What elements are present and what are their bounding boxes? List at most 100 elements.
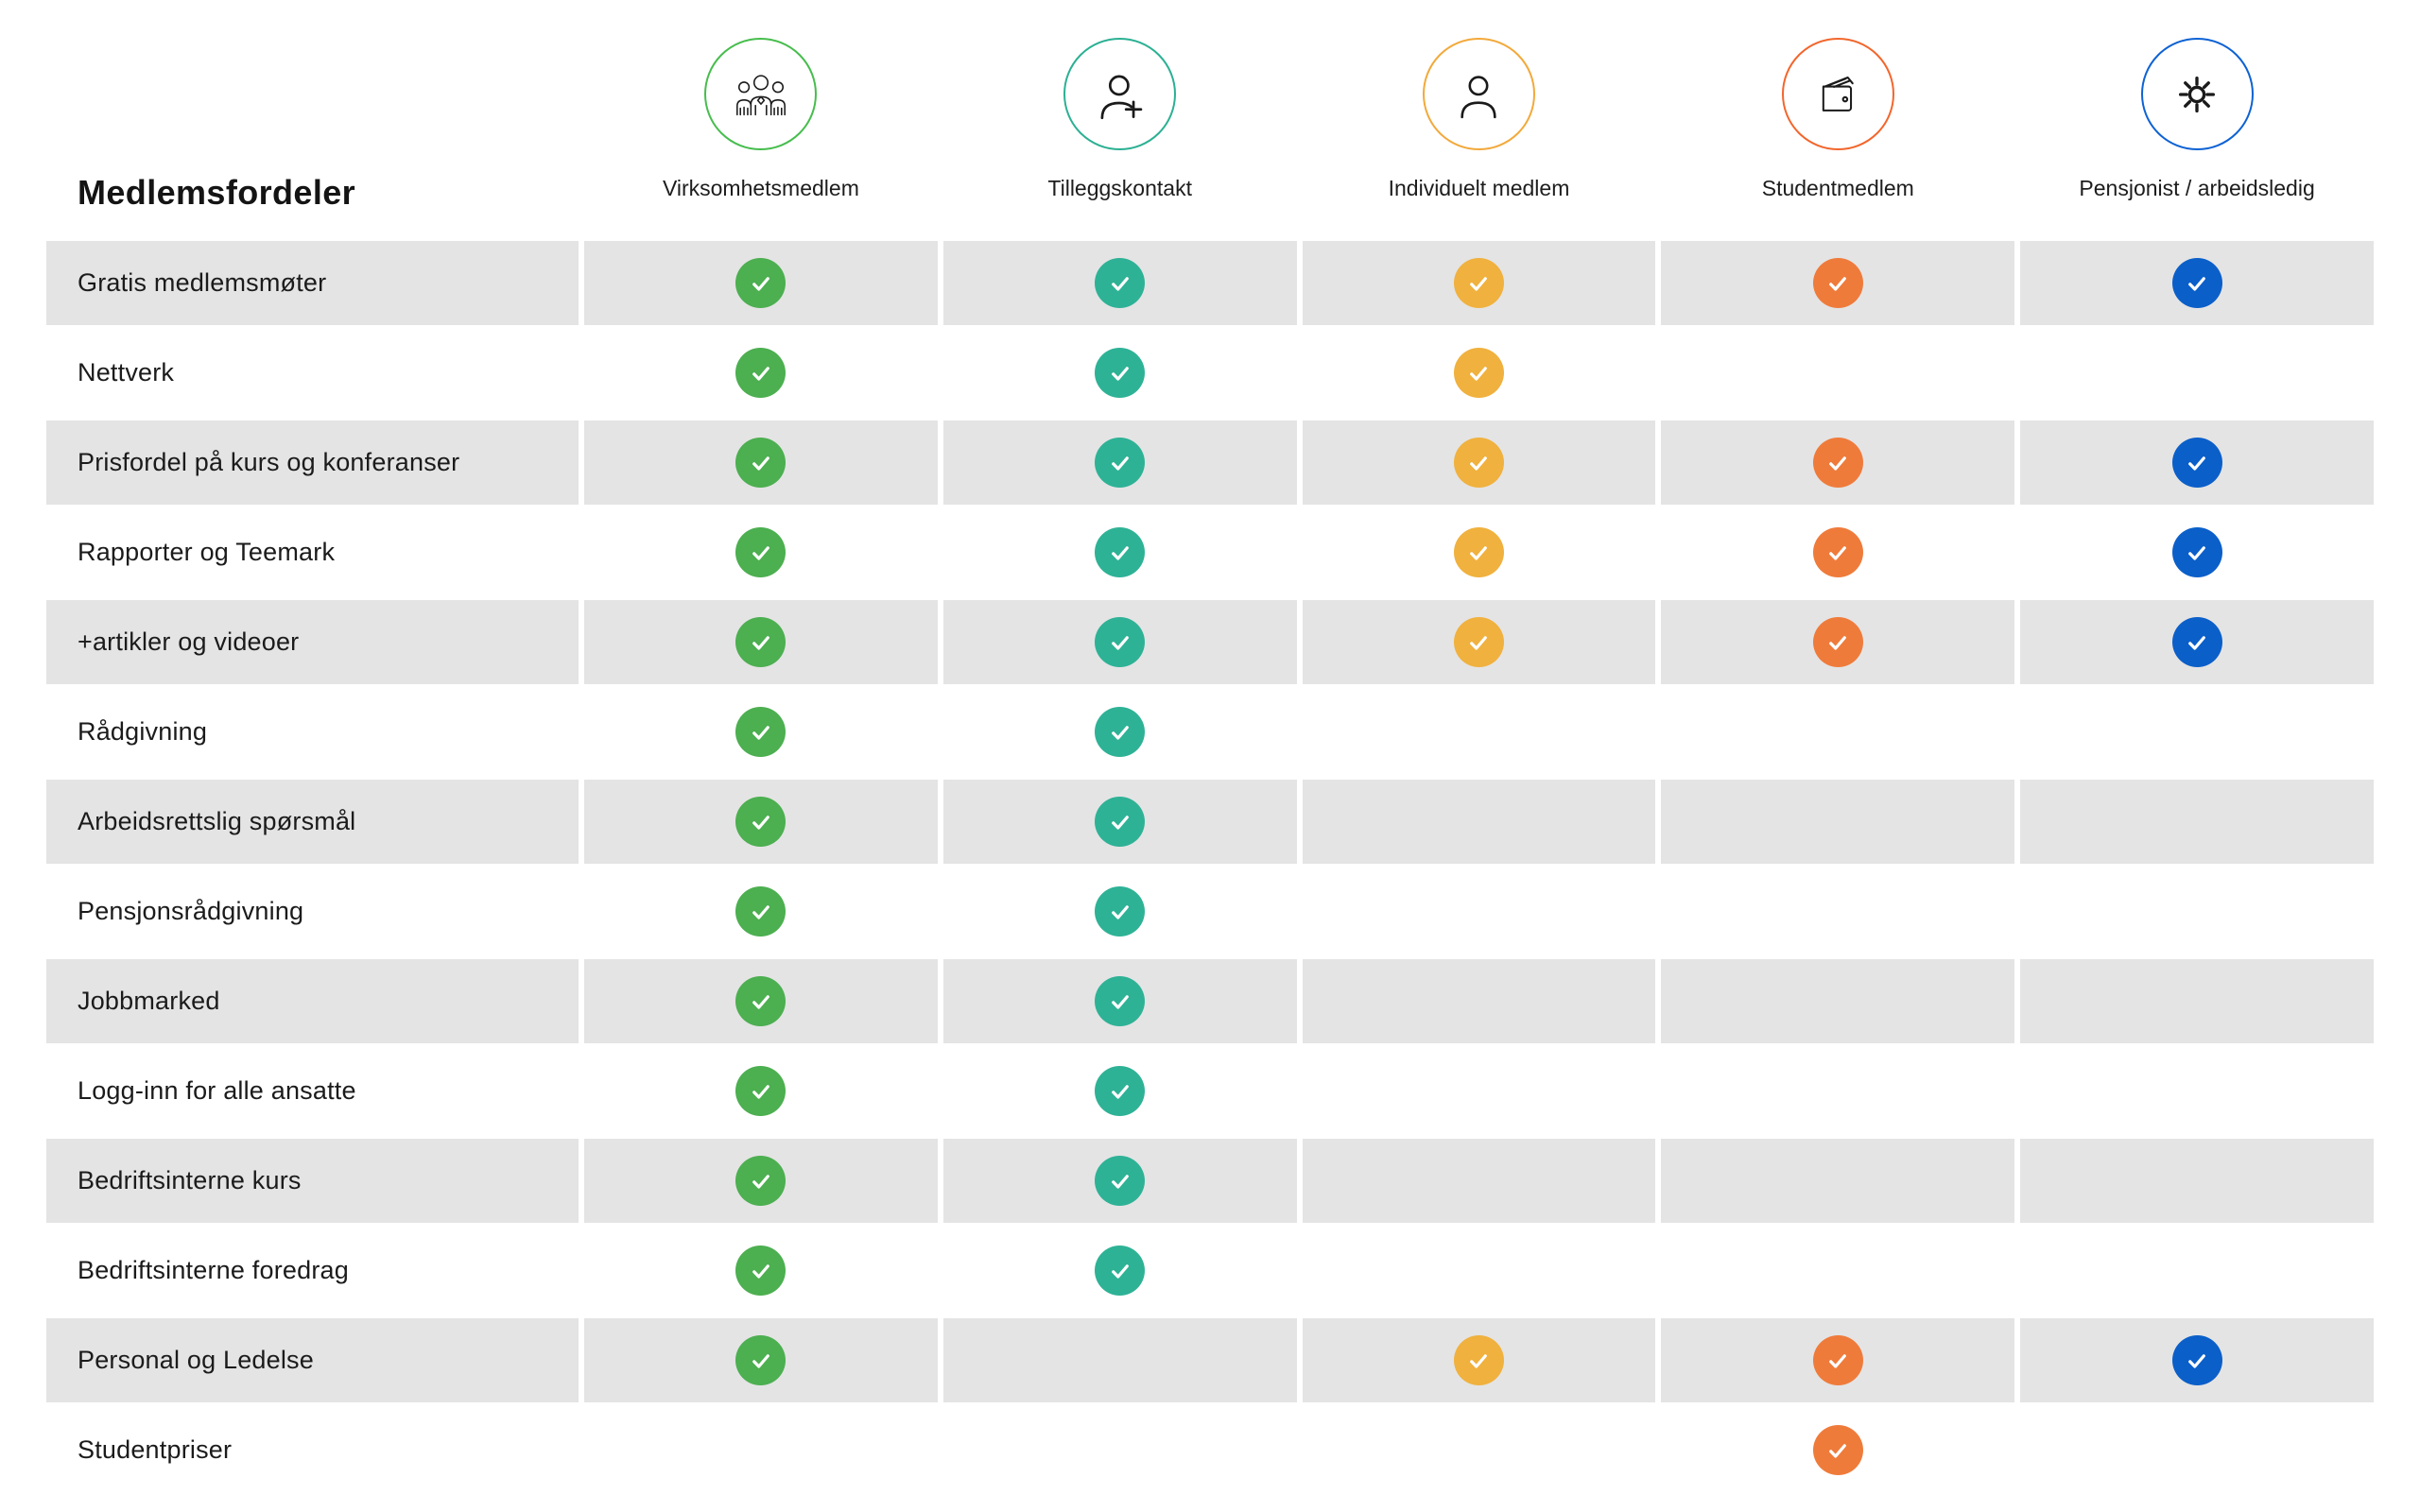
page-title: Medlemsfordeler bbox=[78, 173, 356, 212]
benefit-cell bbox=[2020, 869, 2374, 954]
check-icon bbox=[1095, 438, 1146, 488]
row-label: Gratis medlemsmøter bbox=[78, 268, 327, 297]
row-label-cell: Pensjonsrådgivning bbox=[46, 869, 579, 954]
check-icon bbox=[1453, 438, 1504, 488]
column-header-label: Studentmedlem bbox=[1761, 176, 1914, 200]
benefit-cell bbox=[942, 241, 1297, 325]
benefit-cell bbox=[1661, 600, 2015, 684]
row-label-cell: Rapporter og Teemark bbox=[46, 510, 579, 594]
row-label: Rapporter og Teemark bbox=[78, 538, 336, 566]
table-row: Prisfordel på kurs og konferanser bbox=[46, 421, 2374, 505]
row-label: Bedriftsinterne kurs bbox=[78, 1166, 302, 1194]
benefit-cell bbox=[584, 510, 938, 594]
check-icon bbox=[1095, 1066, 1146, 1116]
benefit-cell bbox=[942, 1139, 1297, 1223]
check-icon bbox=[1095, 617, 1146, 667]
table-row: Jobbmarked bbox=[46, 959, 2374, 1043]
table-row: Studentpriser bbox=[46, 1408, 2374, 1492]
check-icon bbox=[735, 1156, 786, 1206]
benefit-cell bbox=[943, 1228, 1297, 1313]
benefit-cell bbox=[1661, 1139, 2015, 1223]
table-row: Bedriftsinterne foredrag bbox=[46, 1228, 2374, 1313]
check-icon bbox=[2171, 438, 2222, 488]
benefit-cell bbox=[943, 1408, 1297, 1492]
benefit-cell bbox=[1661, 1049, 2014, 1133]
check-icon bbox=[735, 1246, 786, 1296]
benefit-cell bbox=[1661, 241, 2015, 325]
column-header: Virksomhetsmedlem bbox=[584, 0, 938, 241]
table-row: Personal og Ledelse bbox=[46, 1318, 2374, 1402]
benefit-cell bbox=[2020, 1049, 2374, 1133]
benefit-cell bbox=[2020, 959, 2374, 1043]
check-icon bbox=[1812, 617, 1863, 667]
benefit-cell bbox=[1661, 331, 2014, 415]
check-icon bbox=[735, 527, 786, 577]
benefit-cell bbox=[1303, 1049, 1656, 1133]
benefit-cell bbox=[2020, 780, 2374, 864]
check-icon bbox=[735, 1066, 786, 1116]
person-icon bbox=[1422, 38, 1535, 150]
benefit-cell bbox=[584, 1049, 938, 1133]
benefit-cell bbox=[584, 331, 938, 415]
row-label: Personal og Ledelse bbox=[78, 1346, 314, 1374]
title-cell: Medlemsfordeler bbox=[46, 0, 579, 241]
benefit-cell bbox=[1661, 510, 2014, 594]
table-body: Gratis medlemsmøter Nettverk Prisfordel på… bbox=[46, 241, 2374, 1492]
benefit-cell bbox=[2020, 600, 2374, 684]
benefit-cell bbox=[2020, 510, 2374, 594]
column-header: Pensjonist / arbeidsledig bbox=[2020, 0, 2374, 241]
column-header: Individuelt medlem bbox=[1303, 0, 1656, 241]
benefit-cell bbox=[943, 510, 1297, 594]
check-icon bbox=[2171, 1335, 2222, 1385]
row-label: Prisfordel på kurs og konferanser bbox=[78, 448, 460, 476]
row-label: Pensjonsrådgivning bbox=[78, 897, 304, 925]
row-label-cell: Nettverk bbox=[46, 331, 579, 415]
check-icon bbox=[1812, 1335, 1863, 1385]
check-icon bbox=[1095, 797, 1146, 847]
check-icon bbox=[1095, 1246, 1146, 1296]
benefit-cell bbox=[1302, 600, 1656, 684]
benefit-cell bbox=[1302, 780, 1656, 864]
benefit-cell bbox=[1303, 331, 1656, 415]
row-label-cell: Jobbmarked bbox=[46, 959, 579, 1043]
benefit-cell bbox=[1661, 869, 2014, 954]
table-row: Rapporter og Teemark bbox=[46, 510, 2374, 594]
person-plus-icon bbox=[1063, 38, 1177, 150]
table-row: Bedriftsinterne kurs bbox=[46, 1139, 2374, 1223]
row-label-cell: Bedriftsinterne foredrag bbox=[46, 1228, 579, 1313]
table-row: Pensjonsrådgivning bbox=[46, 869, 2374, 954]
benefit-cell bbox=[584, 690, 938, 774]
benefit-cell bbox=[584, 780, 938, 864]
table-row: +artikler og videoer bbox=[46, 600, 2374, 684]
check-icon bbox=[1095, 976, 1146, 1026]
row-label: Nettverk bbox=[78, 358, 175, 387]
table-header: Medlemsfordeler Virksomhetsmedlem Tillegg… bbox=[46, 0, 2374, 241]
row-label: Rådgivning bbox=[78, 717, 208, 746]
benefit-cell bbox=[584, 1139, 938, 1223]
benefit-cell bbox=[1302, 241, 1656, 325]
benefit-cell bbox=[1661, 959, 2015, 1043]
benefit-cell bbox=[2020, 421, 2374, 505]
benefit-cell bbox=[942, 600, 1297, 684]
benefit-cell bbox=[1661, 1318, 2015, 1402]
row-label-cell: Personal og Ledelse bbox=[46, 1318, 579, 1402]
check-icon bbox=[735, 886, 786, 936]
benefit-cell bbox=[1303, 510, 1656, 594]
row-label: Bedriftsinterne foredrag bbox=[78, 1256, 349, 1284]
table-row: Logg-inn for alle ansatte bbox=[46, 1049, 2374, 1133]
check-icon bbox=[2171, 617, 2222, 667]
check-icon bbox=[1095, 707, 1146, 757]
benefit-cell bbox=[584, 600, 938, 684]
benefit-cell bbox=[1302, 421, 1656, 505]
benefit-cell bbox=[584, 241, 938, 325]
check-icon bbox=[1453, 1335, 1504, 1385]
check-icon bbox=[1095, 886, 1146, 936]
row-label-cell: Gratis medlemsmøter bbox=[46, 241, 579, 325]
check-icon bbox=[735, 1335, 786, 1385]
column-header: Tilleggskontakt bbox=[943, 0, 1297, 241]
benefit-cell bbox=[942, 421, 1297, 505]
benefit-cell bbox=[942, 780, 1297, 864]
check-icon bbox=[2171, 258, 2222, 308]
benefit-cell bbox=[1661, 1408, 2014, 1492]
